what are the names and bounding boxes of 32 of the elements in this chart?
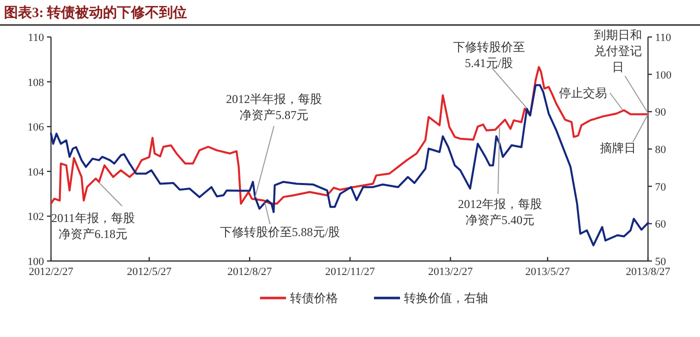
annotation: 下修转股价至5.41元/股 [453, 40, 525, 70]
x-tick-label: 2012/8/27 [227, 266, 272, 278]
x-tick-label: 2013/2/27 [428, 266, 474, 278]
x-tick-label: 2012/11/27 [325, 266, 376, 278]
x-tick-label: 2012/5/27 [126, 266, 172, 278]
y-tick-label: 106 [28, 122, 44, 134]
x-tick-label: 2013/5/27 [525, 266, 570, 278]
annotation: 到期日和兑付登记日 [594, 28, 642, 74]
legend-label: 转换价值，右轴 [404, 291, 488, 305]
y2-tick-label: 110 [655, 32, 672, 44]
y2-tick-label: 50 [655, 256, 666, 268]
y-tick-label: 108 [28, 76, 44, 89]
x-tick-label: 2013/8/27 [626, 266, 671, 278]
y2-tick-label: 100 [655, 69, 672, 82]
line-series [50, 84, 649, 246]
y2-tick-label: 70 [655, 181, 666, 194]
annotation: 下修转股价至5.88元/股 [220, 225, 340, 239]
annotation: 2011年报，每股净资产6.18元 [51, 211, 135, 241]
y2-tick-label: 60 [655, 218, 666, 231]
annotation: 2012年报，每股净资产5.40元 [458, 197, 542, 227]
legend-label: 转债价格 [290, 291, 338, 305]
y2-tick-label: 90 [655, 106, 666, 119]
annotation: 2012半年报，每股净资产5.87元 [226, 92, 322, 122]
annotation: 停止交易 [559, 86, 607, 100]
chart-title: 图表3: 转债被动的下修不到位 [4, 4, 188, 21]
y-tick-label: 100 [28, 256, 44, 268]
y-tick-label: 110 [28, 32, 44, 44]
annotation: 摘牌日 [600, 141, 636, 155]
y-tick-label: 102 [28, 211, 44, 224]
y-tick-label: 104 [28, 166, 44, 178]
y2-tick-label: 80 [655, 144, 666, 156]
x-tick-label: 2012/2/27 [28, 266, 74, 278]
